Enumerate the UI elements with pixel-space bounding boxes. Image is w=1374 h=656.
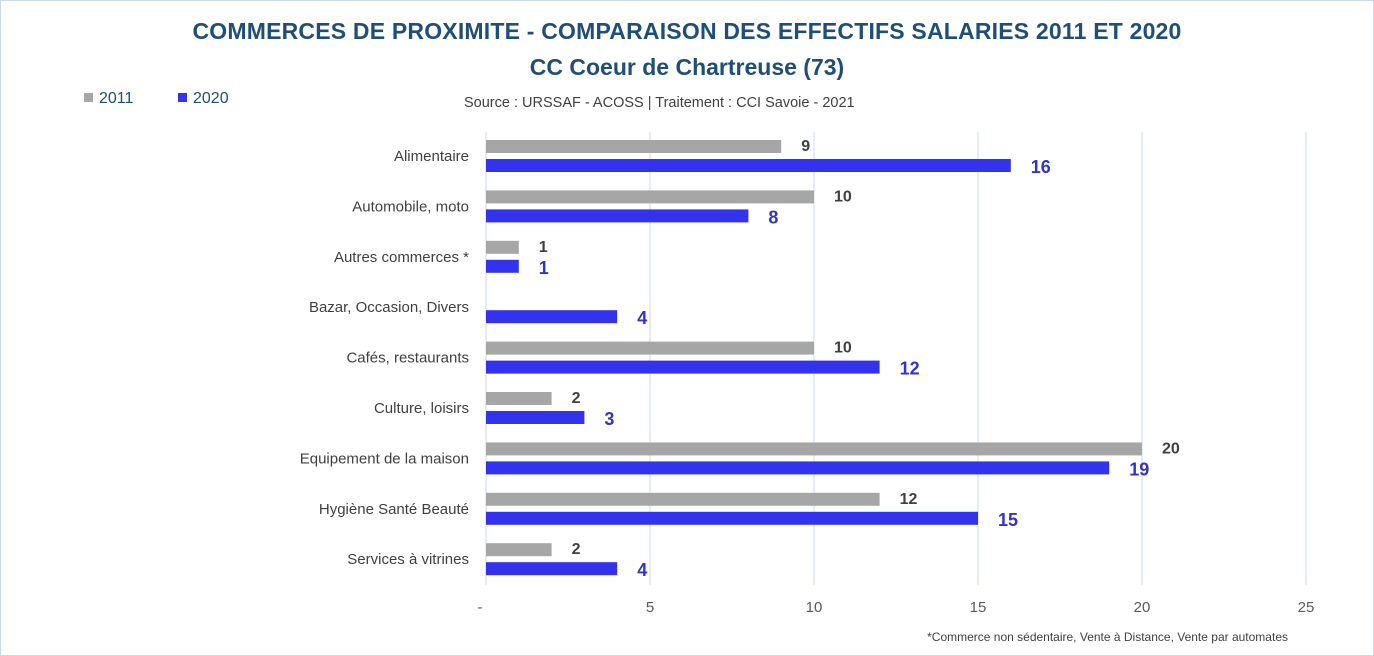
bar-2020 — [486, 461, 1110, 475]
data-label-2020: 1 — [539, 258, 549, 278]
legend-swatch-2011 — [84, 93, 93, 102]
data-label-2020: 8 — [768, 207, 778, 227]
category-label: Culture, loisirs — [374, 400, 469, 417]
category-label: Automobile, moto — [352, 198, 469, 215]
category-label: Cafés, restaurants — [346, 350, 469, 367]
data-label-2020: 4 — [637, 560, 647, 580]
legend-item-2020: 2020 — [178, 90, 229, 108]
bar-2011 — [486, 392, 552, 405]
category-label: Bazar, Occasion, Divers — [309, 299, 469, 316]
bar-2020 — [486, 209, 749, 223]
bar-2020 — [486, 411, 585, 424]
legend-label-2020: 2020 — [193, 90, 229, 107]
category-label: Alimentaire — [394, 148, 469, 165]
legend-swatch-2020 — [178, 93, 187, 102]
data-label-2020: 4 — [637, 308, 647, 328]
data-label-2020: 3 — [604, 409, 614, 429]
bar-2020 — [486, 562, 618, 576]
data-label-2011: 9 — [801, 138, 810, 155]
bar-2020 — [486, 159, 1011, 172]
data-label-2020: 12 — [900, 359, 920, 379]
data-label-2020: 19 — [1129, 459, 1149, 479]
chart-title: COMMERCES DE PROXIMITE - COMPARAISON DES… — [192, 18, 1182, 44]
bar-2020 — [486, 259, 519, 273]
chart-subtitle: CC Coeur de Chartreuse (73) — [529, 54, 845, 80]
x-tick-label-5: 5 — [646, 599, 654, 616]
x-tick-label-25: 25 — [1298, 599, 1315, 616]
bar-2011 — [486, 492, 880, 506]
data-label-2020: 16 — [1031, 157, 1051, 177]
x-tick-label-15: 15 — [970, 599, 987, 616]
data-label-2011: 2 — [572, 390, 581, 407]
data-label-2020: 15 — [998, 510, 1018, 530]
bar-2011 — [486, 341, 814, 355]
data-label-2011: 2 — [572, 541, 581, 558]
category-label: Autres commerces * — [334, 249, 469, 266]
bar-2020 — [486, 511, 978, 525]
legend-item-2011: 2011 — [84, 90, 133, 108]
bar-2011 — [486, 140, 782, 153]
chart-source: Source : URSSAF - ACOSS | Traitement : C… — [464, 95, 855, 111]
x-tick-label-20: 20 — [1134, 599, 1151, 616]
bar-2020 — [486, 360, 880, 374]
data-label-2011: 10 — [834, 340, 852, 357]
bar-2011 — [486, 543, 552, 557]
bar-2011 — [486, 240, 519, 254]
x-tick-label-10: 10 — [806, 599, 823, 616]
legend-label-2011: 2011 — [99, 90, 134, 107]
data-label-2011: 20 — [1162, 440, 1180, 457]
data-label-2011: 12 — [900, 491, 918, 508]
category-label: Equipement de la maison — [300, 450, 469, 467]
data-label-2011: 1 — [539, 239, 548, 256]
bar-2011 — [486, 190, 814, 204]
data-label-2011: 10 — [834, 188, 852, 205]
category-label: Services à vitrines — [347, 551, 469, 568]
bar-2011 — [486, 442, 1142, 456]
chart-footnote: *Commerce non sédentaire, Vente à Distan… — [927, 630, 1288, 644]
category-label: Hygiène Santé Beauté — [319, 501, 469, 518]
bar-2020 — [486, 310, 618, 324]
x-tick-label-0: - — [478, 599, 483, 616]
